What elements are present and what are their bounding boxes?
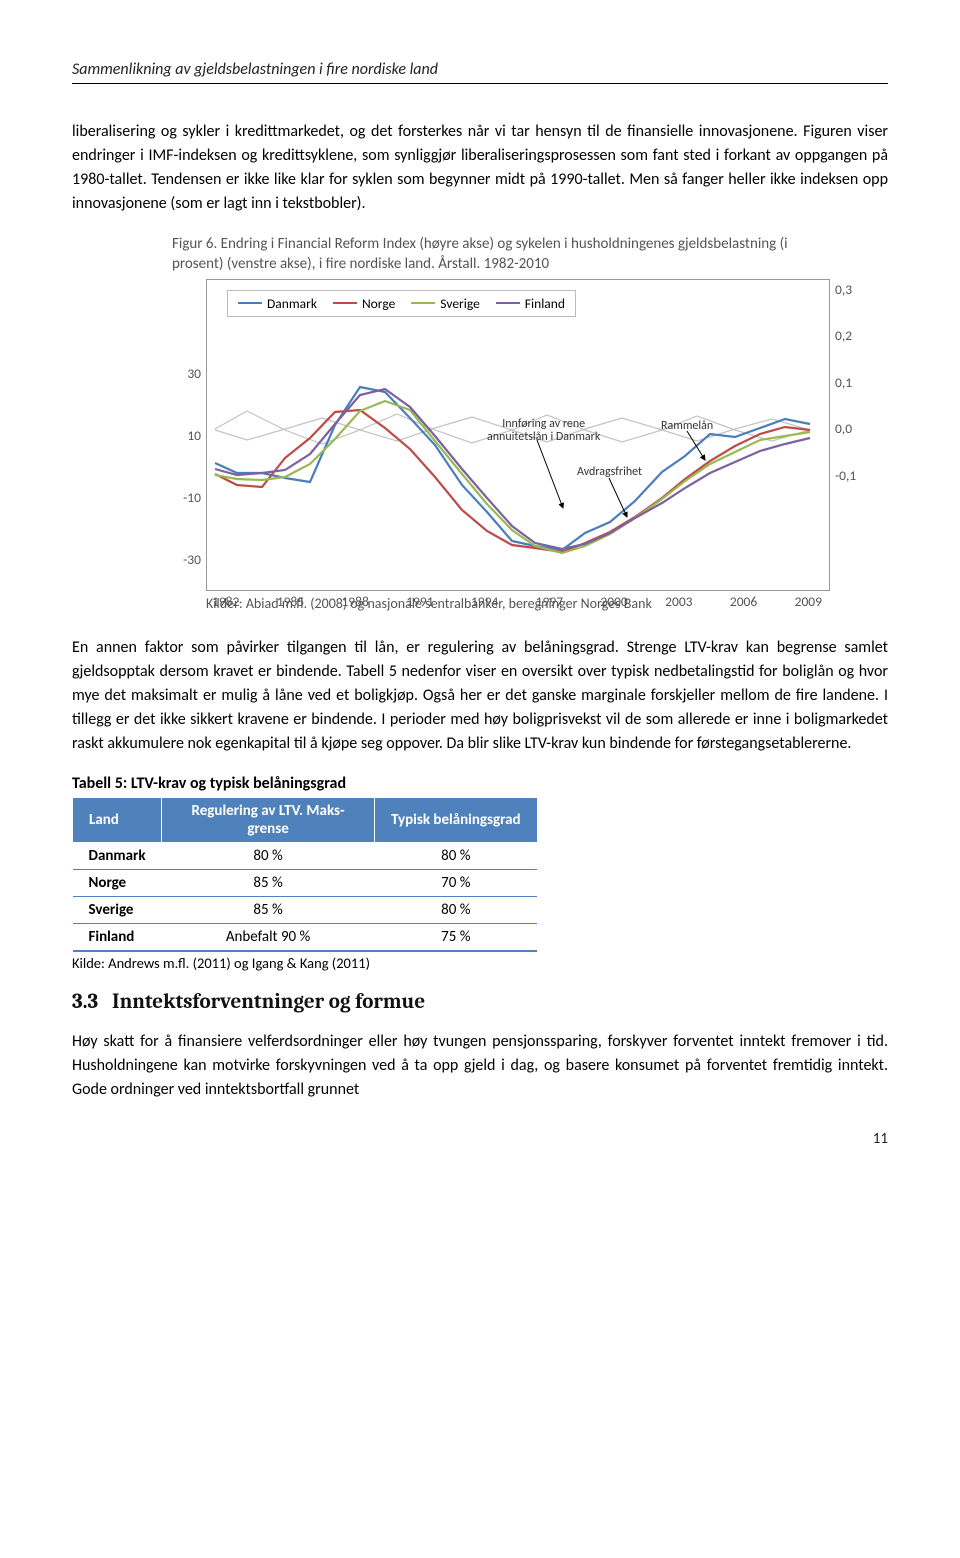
figure-caption: Figur 6. Endring i Financial Reform Inde… (172, 234, 842, 275)
y-right-axis: 0,30,20,10,0-0,1 (833, 280, 873, 590)
paragraph-3: Høy skatt for å finansiere velferdsordni… (72, 1030, 888, 1102)
table-row: Norge85 %70 % (73, 869, 538, 896)
table-cell: 80 % (375, 842, 538, 869)
table-source: Kilde: Andrews m.fl. (2011) og Igang & K… (72, 954, 888, 972)
table-cell: Finland (73, 923, 162, 951)
paragraph-1: liberalisering og sykler i kredittmarked… (72, 120, 888, 216)
table-cell: Danmark (73, 842, 162, 869)
table-cell: 85 % (162, 896, 375, 923)
table-header: Regulering av LTV. Maks-grense (162, 797, 375, 842)
ltv-table: Land Regulering av LTV. Maks-grense Typi… (72, 797, 538, 952)
table-row: Danmark80 %80 % (73, 842, 538, 869)
figure-6: Figur 6. Endring i Financial Reform Inde… (172, 234, 842, 612)
section-heading: 3.3 Inntektsforventninger og formue (72, 990, 888, 1014)
table-row: FinlandAnbefalt 90 %75 % (73, 923, 538, 951)
table-cell: 80 % (375, 896, 538, 923)
table-cell: Sverige (73, 896, 162, 923)
table-cell: Norge (73, 869, 162, 896)
chart-annotation: Innføring av reneannuitetslån i Danmark (487, 418, 600, 444)
table-header: Land (73, 797, 162, 842)
chart-area: DanmarkNorgeSverigeFinland Innføring av … (206, 279, 830, 591)
table-cell: 80 % (162, 842, 375, 869)
table-cell: Anbefalt 90 % (162, 923, 375, 951)
table-cell: 85 % (162, 869, 375, 896)
table-cell: 75 % (375, 923, 538, 951)
table-cell: 70 % (375, 869, 538, 896)
section-number: 3.3 (72, 990, 98, 1014)
x-axis-labels: 1982198519881991199419972000200320062009 (206, 591, 828, 610)
chart-annotation: Avdragsfrihet (577, 466, 642, 479)
y-left-axis: 3010-10-30 (173, 280, 203, 590)
chart-annotation: Rammelån (661, 420, 713, 433)
paragraph-2: En annen faktor som påvirker tilgangen t… (72, 636, 888, 756)
page-number: 11 (72, 1130, 888, 1148)
table-row: Sverige85 %80 % (73, 896, 538, 923)
table-title: Tabell 5: LTV-krav og typisk belåningsgr… (72, 774, 888, 793)
table-header: Typisk belåningsgrad (375, 797, 538, 842)
section-title: Inntektsforventninger og formue (112, 990, 425, 1014)
page-header: Sammenlikning av gjeldsbelastningen i fi… (72, 60, 888, 84)
